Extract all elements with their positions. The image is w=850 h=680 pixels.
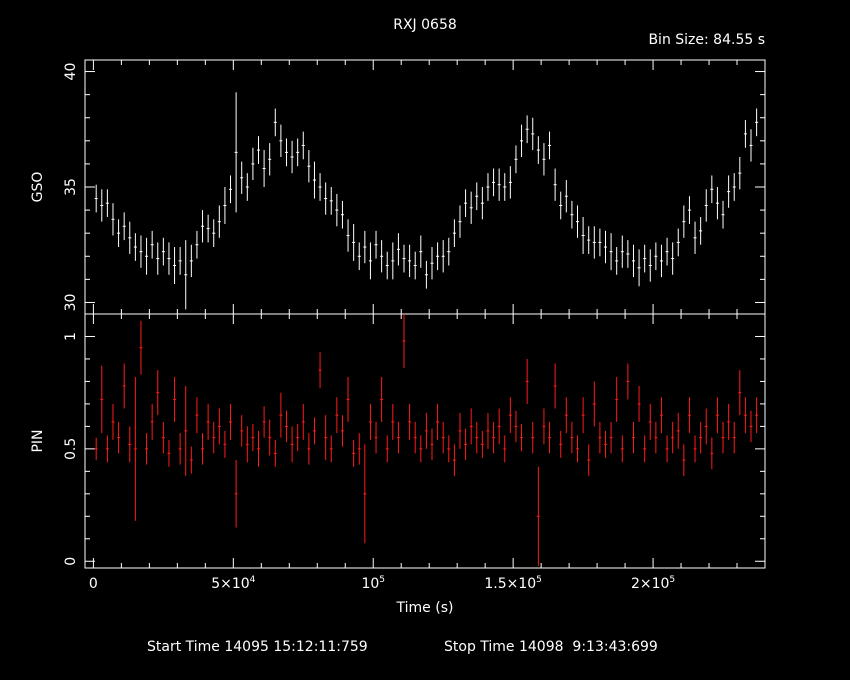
y-tick-label: 30 xyxy=(63,294,79,312)
x-tick-label: 2×105 xyxy=(631,575,675,592)
x-tick-label: 5×104 xyxy=(211,575,255,592)
x-tick-label: 1.5×105 xyxy=(484,575,542,592)
x-tick-label: 0 xyxy=(89,576,98,592)
stop-time-label: Stop Time 14098 9:13:43:699 xyxy=(444,639,658,655)
y-tick-label: 40 xyxy=(63,63,79,81)
start-time-label: Start Time 14095 15:12:11:759 xyxy=(147,639,368,655)
x-tick-label: 105 xyxy=(361,575,385,592)
y-tick-label: 0.5 xyxy=(63,438,79,460)
y-tick-label: 0 xyxy=(63,557,79,566)
lower-axis-ticks: 0 0.5 1 0 5×104 105 1.5×105 2×105 xyxy=(63,314,765,592)
y-tick-label: 1 xyxy=(63,332,79,341)
x-axis-label: Time (s) xyxy=(396,600,454,616)
y-tick-label: 35 xyxy=(63,178,79,196)
upper-y-axis-label: GSO xyxy=(30,172,46,203)
bin-size-label: Bin Size: 84.55 s xyxy=(648,32,765,48)
upper-panel-frame xyxy=(84,59,766,315)
lower-data-series xyxy=(94,314,759,566)
upper-data-series xyxy=(94,92,759,310)
lower-y-axis-label: PIN xyxy=(30,429,46,452)
chart-title: RXJ 0658 xyxy=(393,17,457,33)
lower-panel-frame xyxy=(84,313,766,569)
upper-axis-ticks: 30 35 40 xyxy=(63,60,765,314)
